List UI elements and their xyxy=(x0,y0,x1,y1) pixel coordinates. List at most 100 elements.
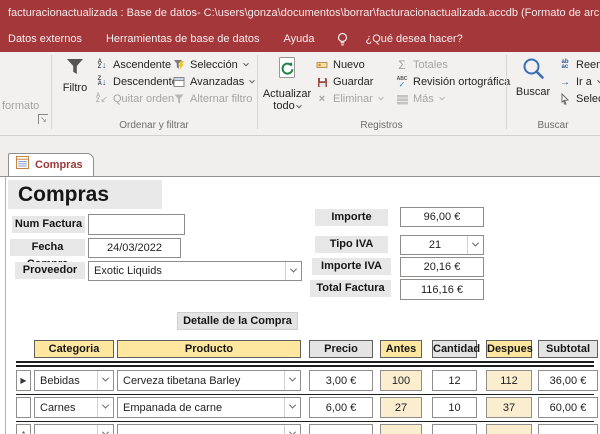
record-selector-new[interactable]: * xyxy=(16,424,31,434)
importe-input[interactable]: 96,00 € xyxy=(400,207,484,227)
tab-datos-externos[interactable]: Datos externos xyxy=(0,27,94,52)
refresh-icon xyxy=(275,56,299,86)
col-header-producto: Producto xyxy=(117,340,301,358)
menu-bar: Datos externos Herramientas de base de d… xyxy=(0,27,600,52)
replace-button[interactable]: abac Reemp xyxy=(558,58,600,72)
chevron-down-icon xyxy=(289,429,296,434)
spelling-button[interactable]: ABC✓ Revisión ortográfica xyxy=(395,75,510,89)
chevron-down-icon xyxy=(289,402,296,409)
proveedor-combo[interactable]: Exotic Liquids xyxy=(88,261,302,281)
group-label-find: Buscar xyxy=(506,120,600,134)
selection-filter-icon xyxy=(172,59,186,71)
advanced-filter-button[interactable]: Avanzadas xyxy=(172,75,254,89)
subtotal-cell[interactable]: 36,00 € xyxy=(538,370,598,391)
despues-cell[interactable]: 112 xyxy=(486,370,532,391)
tell-me-search[interactable]: ¿Qué desea hacer? xyxy=(353,27,474,52)
col-header-cantidad: Cantidad xyxy=(432,340,477,358)
fecha-compra-label: Fecha Compra xyxy=(10,239,85,256)
despues-cell[interactable] xyxy=(486,424,532,434)
tipo-iva-combo[interactable]: 21 xyxy=(400,235,484,255)
chevron-down-icon xyxy=(102,429,109,434)
select-button[interactable]: Selecc xyxy=(558,92,600,106)
categoria-combo[interactable] xyxy=(34,424,114,434)
cantidad-cell[interactable]: 12 xyxy=(432,370,477,391)
dialog-launcher-icon[interactable]: ↘ xyxy=(38,114,48,124)
detail-table-header: Categoria Producto Precio Antes Cantidad… xyxy=(16,340,598,358)
importe-label: Importe xyxy=(315,209,388,226)
new-record-button[interactable]: Nuevo xyxy=(315,58,383,72)
new-record-icon xyxy=(315,59,329,71)
more-grid-icon xyxy=(395,94,409,105)
chevron-down-icon xyxy=(102,375,109,382)
producto-combo[interactable]: Cerveza tibetana Barley xyxy=(117,370,301,391)
goto-button[interactable]: → Ir a xyxy=(558,75,600,89)
importe-iva-label: Importe IVA xyxy=(312,258,391,275)
chevron-down-icon xyxy=(243,61,249,67)
subtotal-cell[interactable] xyxy=(538,424,598,434)
producto-combo[interactable] xyxy=(117,424,301,434)
combo-dropdown-button[interactable] xyxy=(284,425,300,434)
combo-dropdown-button[interactable] xyxy=(97,371,113,390)
combo-dropdown-button[interactable] xyxy=(285,262,301,280)
form-title: Compras xyxy=(8,180,162,209)
precio-cell[interactable]: 3,00 € xyxy=(309,370,373,391)
despues-cell[interactable]: 37 xyxy=(486,397,532,418)
antes-cell[interactable] xyxy=(380,424,422,434)
cantidad-cell[interactable]: 10 xyxy=(432,397,477,418)
categoria-combo[interactable]: Carnes xyxy=(34,397,114,418)
totals-button: Σ Totales xyxy=(395,58,510,72)
record-selector[interactable]: ▶ xyxy=(16,370,31,391)
advanced-filter-icon xyxy=(172,76,186,88)
precio-cell[interactable] xyxy=(309,424,373,434)
total-factura-label: Total Factura xyxy=(310,280,391,297)
window-title: facturacionactualizada : Base de datos- … xyxy=(8,7,600,19)
form-icon xyxy=(16,156,29,174)
num-factura-label: Num Factura xyxy=(12,216,85,233)
row-divider xyxy=(16,421,594,422)
combo-dropdown-button[interactable] xyxy=(97,398,113,417)
chevron-down-icon xyxy=(472,239,479,246)
combo-dropdown-button[interactable] xyxy=(284,398,300,417)
combo-dropdown-button[interactable] xyxy=(467,236,483,254)
cantidad-cell[interactable] xyxy=(432,424,477,434)
col-header-categoria: Categoria xyxy=(34,340,114,358)
find-button[interactable]: Buscar xyxy=(512,56,554,98)
chevron-down-icon xyxy=(378,95,384,101)
ribbon: formato ↘ Filtro AZ↓ Ascendente ZA↓ Desc… xyxy=(0,52,600,136)
remove-sort-icon: AZ↙ xyxy=(95,94,109,104)
document-tab-bar: Compras xyxy=(0,136,600,177)
refresh-all-button[interactable]: Actualizar todo xyxy=(262,56,312,112)
tab-herramientas-bd[interactable]: Herramientas de base de datos xyxy=(94,27,271,52)
sort-descending-button[interactable]: ZA↓ Descendente xyxy=(95,75,178,89)
sort-ascending-button[interactable]: AZ↓ Ascendente xyxy=(95,58,178,72)
tab-ayuda[interactable]: Ayuda xyxy=(271,27,326,52)
categoria-combo[interactable]: Bebidas xyxy=(34,370,114,391)
importe-iva-input[interactable]: 20,16 € xyxy=(400,257,484,277)
delete-icon: × xyxy=(315,93,329,105)
precio-cell[interactable]: 6,00 € xyxy=(309,397,373,418)
tab-compras[interactable]: Compras xyxy=(8,153,94,176)
producto-combo[interactable]: Empanada de carne xyxy=(117,397,301,418)
detalle-compra-button[interactable]: Detalle de la Compra xyxy=(177,312,298,330)
left-pane-border xyxy=(5,177,6,434)
col-header-subtotal: Subtotal xyxy=(538,340,598,358)
toggle-filter-icon xyxy=(172,93,186,105)
sigma-icon: Σ xyxy=(395,58,409,72)
tab-label: Compras xyxy=(35,159,83,171)
copy-format-label-partial: formato xyxy=(2,100,39,112)
total-factura-input[interactable]: 116,16 € xyxy=(400,279,484,300)
filter-button[interactable]: Filtro xyxy=(56,56,94,94)
combo-dropdown-button[interactable] xyxy=(284,371,300,390)
antes-cell[interactable]: 27 xyxy=(380,397,422,418)
save-icon xyxy=(315,77,329,88)
record-selector[interactable] xyxy=(16,397,31,418)
antes-cell[interactable]: 100 xyxy=(380,370,422,391)
save-record-button[interactable]: Guardar xyxy=(315,75,383,89)
lightbulb-icon xyxy=(326,32,353,47)
subtotal-cell[interactable]: 60,00 € xyxy=(538,397,598,418)
fecha-compra-input[interactable]: 24/03/2022 xyxy=(88,238,181,258)
title-bar: facturacionactualizada : Base de datos- … xyxy=(0,0,600,27)
num-factura-input[interactable] xyxy=(88,214,185,235)
combo-dropdown-button[interactable] xyxy=(97,425,113,434)
selection-filter-button[interactable]: Selección xyxy=(172,58,254,72)
